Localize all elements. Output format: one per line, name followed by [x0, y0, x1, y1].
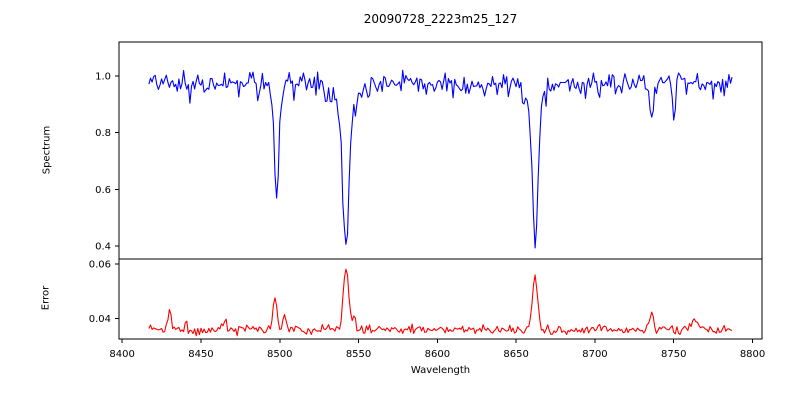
x-tick-label: 8750 [661, 349, 686, 360]
y-tick-label: 1.0 [95, 71, 111, 82]
y-tick-label: 0.04 [89, 314, 111, 325]
x-tick-label: 8450 [188, 349, 213, 360]
panel-frame [118, 258, 763, 340]
spectrum-line [148, 69, 733, 249]
x-tick-label: 8800 [740, 349, 765, 360]
chart-title: 20090728_2223m25_127 [363, 12, 518, 26]
x-tick-label: 8700 [582, 349, 607, 360]
x-tick-label: 8600 [425, 349, 450, 360]
x-tick-label: 8650 [503, 349, 528, 360]
x-tick-label: 8550 [346, 349, 371, 360]
x-axis-label: Wavelength [410, 365, 471, 376]
y-tick-label: 0.4 [95, 241, 111, 252]
y-tick-label: 0.06 [89, 259, 111, 270]
panel-frame [118, 41, 763, 260]
x-tick-label: 8400 [109, 349, 134, 360]
y-tick-label: 0.8 [95, 128, 111, 139]
x-tick-label: 8500 [267, 349, 292, 360]
error-line [148, 268, 733, 337]
y-tick-label: 0.6 [95, 185, 111, 196]
